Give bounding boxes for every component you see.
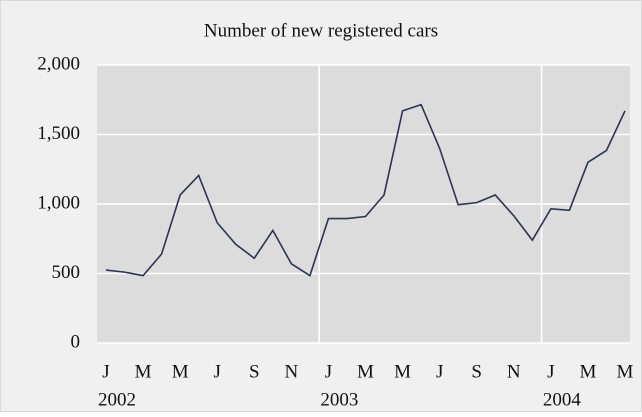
x-tick-label: J <box>102 361 109 382</box>
y-tick-label: 2,000 <box>37 53 80 74</box>
y-tick-label: 500 <box>52 262 81 283</box>
x-tick-label: M <box>172 361 189 382</box>
year-label: 2004 <box>543 389 582 410</box>
year-label: 2003 <box>320 389 358 410</box>
x-tick-label: M <box>357 361 374 382</box>
x-tick-label: M <box>617 361 634 382</box>
x-tick-label: M <box>135 361 152 382</box>
line <box>105 103 626 277</box>
x-tick-label: J <box>214 361 221 382</box>
x-tick-label: N <box>507 361 521 382</box>
y-tick-label: 1,000 <box>37 192 80 213</box>
x-tick-label: N <box>284 361 298 382</box>
y-tick-label: 0 <box>71 331 81 352</box>
x-tick-label: M <box>579 361 596 382</box>
chart-title: Number of new registered cars <box>204 20 438 41</box>
year-label: 2002 <box>98 389 136 410</box>
x-tick-label: J <box>547 361 554 382</box>
x-tick-label: J <box>325 361 332 382</box>
x-tick-label: S <box>471 361 482 382</box>
x-tick-label: M <box>394 361 411 382</box>
y-tick-label: 1,500 <box>37 123 80 144</box>
x-tick-label: J <box>436 361 443 382</box>
x-tick-label: S <box>249 361 260 382</box>
